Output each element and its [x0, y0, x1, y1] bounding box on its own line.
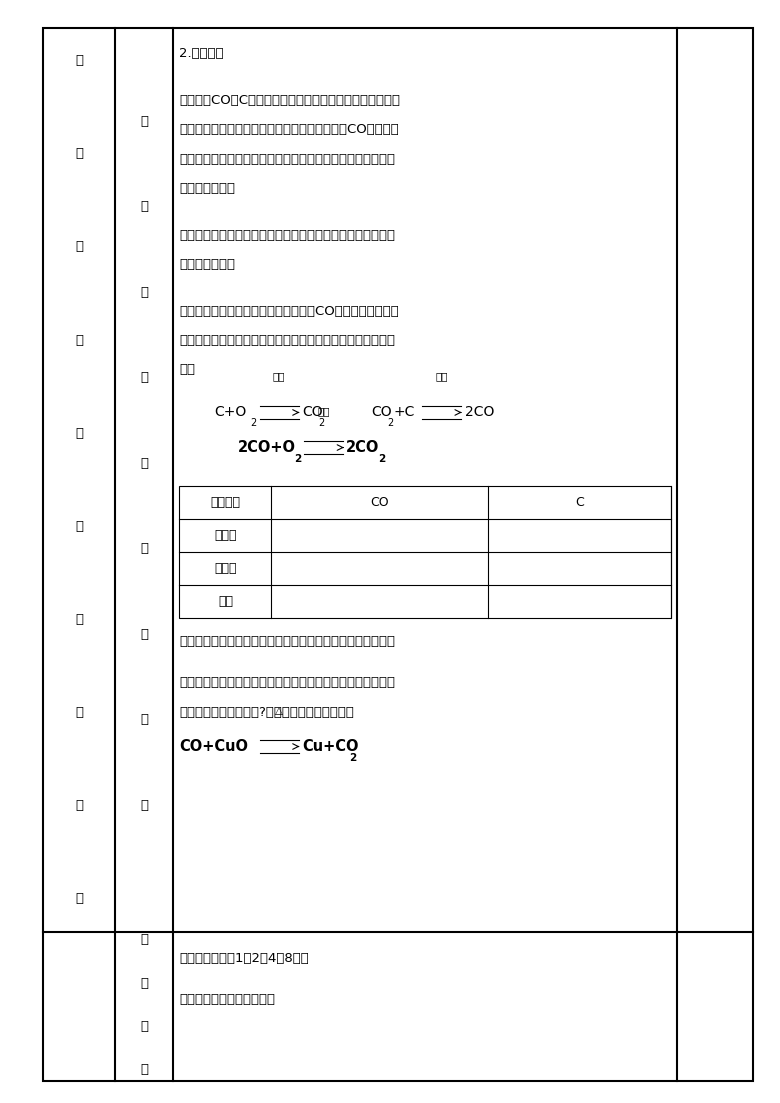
Text: 过: 过: [75, 148, 83, 160]
Text: 让学生观察一氧化碳在空气中燃烧的火焰；生成的气体是否使: 让学生观察一氧化碳在空气中燃烧的火焰；生成的气体是否使: [179, 228, 395, 242]
Text: 2CO: 2CO: [346, 440, 380, 456]
Text: 2: 2: [318, 418, 324, 428]
Text: 巩: 巩: [140, 933, 148, 946]
Text: 2CO+O: 2CO+O: [238, 440, 296, 456]
Text: 毒性: 毒性: [218, 595, 233, 608]
Text: CO+CuO: CO+CuO: [179, 739, 248, 754]
Text: CO: CO: [303, 406, 323, 419]
Text: 2: 2: [378, 453, 385, 463]
Text: △: △: [275, 706, 283, 716]
Text: 教师解说CO与C从得氧角度分析都具有可燃性、还原性。学: 教师解说CO与C从得氧角度分析都具有可燃性、还原性。学: [179, 94, 400, 107]
Text: 施: 施: [75, 892, 83, 906]
Text: 训: 训: [140, 1020, 148, 1034]
Text: 生对碳单质的可燃性、还原性已掌握，对比学习CO的性质就: 生对碳单质的可燃性、还原性已掌握，对比学习CO的性质就: [179, 124, 399, 137]
Text: 2CO: 2CO: [465, 406, 495, 419]
Text: 究: 究: [140, 372, 148, 384]
Text: 固: 固: [140, 976, 148, 989]
Text: 练: 练: [140, 1063, 148, 1077]
Text: 体: 体: [75, 427, 83, 440]
Text: 让学生观察煤炉火焰，了解日常生活中CO的燃烧例子，激发: 让学生观察煤炉火焰，了解日常生活中CO的燃烧例子，激发: [179, 304, 399, 318]
Text: 实: 实: [75, 800, 83, 812]
Text: 们各自的特点。: 们各自的特点。: [179, 182, 236, 195]
Text: 2: 2: [294, 453, 301, 463]
Text: 可燃性: 可燃性: [215, 528, 236, 542]
Text: 点燃: 点燃: [317, 407, 330, 417]
Text: 课堂检测练习（见附页）。: 课堂检测练习（见附页）。: [179, 993, 275, 1006]
Text: C: C: [575, 495, 583, 508]
Text: Cu+CO: Cu+CO: [302, 739, 358, 754]
Text: 探: 探: [140, 286, 148, 299]
Text: 点: 点: [140, 543, 148, 555]
Text: 讨论：一氧化碳还原氧化铜实验装置、现象、操作注意事项。: 讨论：一氧化碳还原氧化铜实验装置、现象、操作注意事项。: [179, 635, 395, 649]
Text: +C: +C: [393, 406, 414, 419]
Text: 学: 学: [75, 54, 83, 67]
Text: 还原性: 还原性: [215, 561, 236, 575]
Text: 2: 2: [349, 752, 356, 762]
Text: 计: 计: [75, 613, 83, 627]
Text: 程: 程: [75, 240, 83, 254]
Text: 及: 及: [75, 706, 83, 719]
Bar: [179, 485, 671, 618]
Text: 合: 合: [140, 115, 148, 128]
Text: 澄清石灰水是否变浑浊?写出反应的化学方程式。: 澄清石灰水是否变浑浊?写出反应的化学方程式。: [179, 706, 354, 718]
Text: 容易多了，要求学生不仅了解它们的共性，而且还应该了解它: 容易多了，要求学生不仅了解它们的共性，而且还应该了解它: [179, 152, 395, 165]
Text: 拨: 拨: [140, 628, 148, 641]
Text: 释: 释: [140, 714, 148, 726]
Text: ，: ，: [140, 457, 148, 470]
Text: 设: 设: [75, 520, 83, 533]
Text: 化学性质: 化学性质: [211, 495, 240, 508]
Text: 指导学生观察，并注意实验步骤，黑色氧化铜是否变成红色？: 指导学生观察，并注意实验步骤，黑色氧化铜是否变成红色？: [179, 676, 395, 689]
Text: 学生学习的积极性。要求学生动手书写煤炉里反应的化学方程: 学生学习的积极性。要求学生动手书写煤炉里反应的化学方程: [179, 334, 395, 346]
Text: CO: CO: [370, 495, 388, 508]
Text: 整: 整: [75, 333, 83, 346]
Text: 课本课后习题：1、2、4、8题。: 课本课后习题：1、2、4、8题。: [179, 952, 309, 965]
Text: CO: CO: [371, 406, 392, 419]
Text: 作: 作: [140, 201, 148, 213]
Text: 疑: 疑: [140, 799, 148, 812]
Text: 2: 2: [250, 418, 257, 428]
Text: 石灰水变浑浊？: 石灰水变浑浊？: [179, 258, 236, 271]
Text: 2: 2: [387, 418, 393, 428]
Text: C+O: C+O: [215, 406, 246, 419]
Text: 点燃: 点燃: [273, 372, 285, 382]
Text: 式。: 式。: [179, 363, 196, 376]
Text: 高温: 高温: [435, 372, 448, 382]
Text: 2.化学性质: 2.化学性质: [179, 47, 224, 61]
